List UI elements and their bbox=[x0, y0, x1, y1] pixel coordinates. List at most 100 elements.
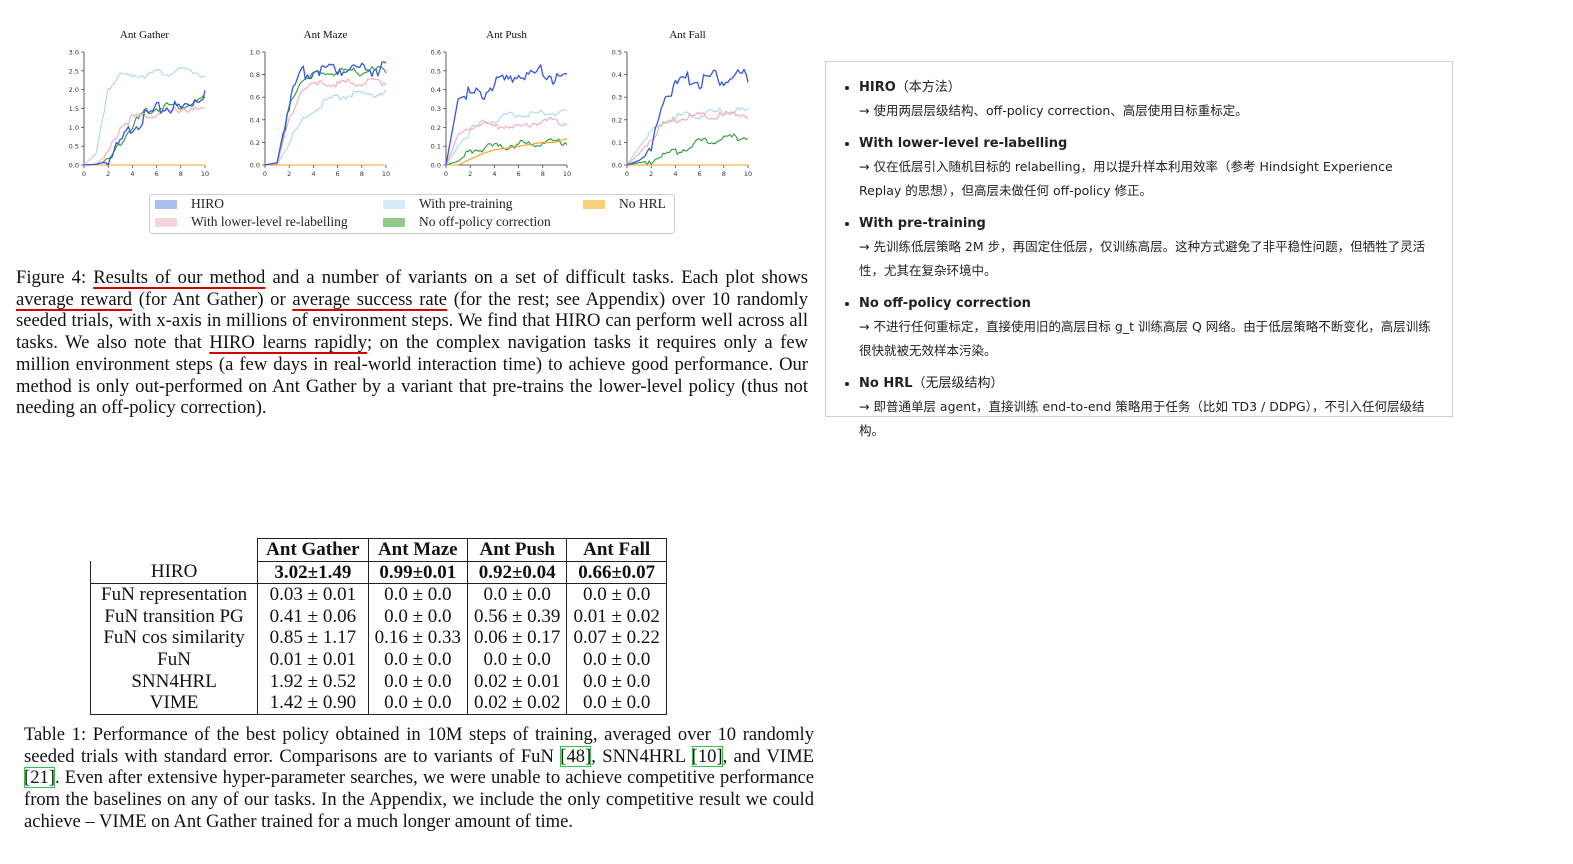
x-tick-label: 4 bbox=[130, 170, 134, 178]
series-line bbox=[83, 90, 206, 166]
series-line bbox=[264, 78, 387, 166]
table-caption: Table 1: Performance of the best policy … bbox=[24, 724, 814, 833]
series-line bbox=[265, 89, 387, 166]
variant-notes-list: HIRO（本方法） → 使用两层层级结构、off-policy correctio… bbox=[826, 62, 1452, 443]
note-item-pre-training: With pre-training → 先训练低层策略 2M 步，再固定住低层，仅… bbox=[859, 212, 1438, 283]
legend-swatch bbox=[155, 217, 177, 227]
x-tick-label: 10 bbox=[744, 170, 752, 178]
citation-link[interactable]: [48] bbox=[560, 745, 592, 767]
x-tick-label: 10 bbox=[563, 170, 571, 178]
table-cell: 0.0 ± 0.0 bbox=[566, 648, 667, 671]
series-line bbox=[83, 106, 206, 166]
table-row: SNN4HRL 1.92 ± 0.52 0.0 ± 0.0 0.02 ± 0.0… bbox=[89, 670, 667, 693]
table-header-row: Ant Gather Ant Maze Ant Push Ant Fall bbox=[91, 538, 667, 562]
note-desc: → 仅在低层引入随机目标的 relabelling，用以提升样本利用效率（参考 … bbox=[859, 159, 1393, 198]
note-desc: → 使用两层层级结构、off-policy correction、高层使用目标重… bbox=[859, 103, 1248, 118]
table-cell: 0.85 ± 1.17 bbox=[257, 627, 369, 649]
table-cell: 0.02 ± 0.01 bbox=[466, 670, 567, 693]
note-paren: （无层级结构） bbox=[912, 376, 1004, 391]
x-tick-label: 10 bbox=[382, 170, 390, 178]
legend-item-no-off-policy: No off-policy correction bbox=[383, 214, 551, 230]
chart-title: Ant Push bbox=[486, 29, 527, 41]
series-line bbox=[445, 109, 568, 166]
series-line bbox=[83, 66, 206, 166]
table-cell: 0.0 ± 0.0 bbox=[367, 692, 468, 715]
y-tick-label: 0.5 bbox=[431, 67, 441, 75]
x-tick-label: 2 bbox=[287, 170, 291, 178]
x-tick-label: 6 bbox=[517, 170, 521, 178]
x-tick-label: 8 bbox=[722, 170, 726, 178]
table-cell: 0.03 ± 0.01 bbox=[257, 583, 369, 606]
y-tick-label: 0.6 bbox=[250, 94, 260, 102]
table-cell: 0.07 ± 0.22 bbox=[566, 627, 667, 649]
table-cell: 0.16 ± 0.33 bbox=[367, 627, 468, 649]
table-cell: 0.0 ± 0.0 bbox=[367, 648, 468, 671]
table-cell: 0.66±0.07 bbox=[566, 561, 667, 585]
y-tick-label: 0.0 bbox=[612, 162, 622, 170]
series-line bbox=[445, 64, 568, 166]
x-tick-label: 8 bbox=[179, 170, 183, 178]
y-tick-label: 0.0 bbox=[69, 162, 79, 170]
legend-swatch bbox=[155, 199, 177, 209]
column-header: Ant Gather bbox=[257, 538, 369, 562]
legend-item-hiro: HIRO bbox=[155, 196, 224, 212]
note-desc: → 先训练低层策略 2M 步，再固定住低层，仅训练高层。这种方式避免了非平稳性问… bbox=[859, 239, 1426, 278]
y-tick-label: 0.0 bbox=[250, 162, 260, 170]
table-cell: 0.41 ± 0.06 bbox=[257, 605, 369, 628]
y-tick-label: 0.5 bbox=[612, 49, 622, 57]
note-item-relabelling: With lower-level re-labelling → 仅在低层引入随机目… bbox=[859, 132, 1438, 203]
caption-text-3: (for the rest; see Appendix) over 10 ran… bbox=[16, 288, 808, 354]
x-tick-label: 2 bbox=[106, 170, 110, 178]
y-tick-label: 0.5 bbox=[69, 143, 79, 151]
table-row: FuN representation 0.03 ± 0.01 0.0 ± 0.0… bbox=[89, 583, 667, 606]
x-tick-label: 6 bbox=[336, 170, 340, 178]
x-tick-label: 2 bbox=[649, 170, 653, 178]
table-cell: 1.92 ± 0.52 bbox=[257, 670, 369, 693]
table-caption-text-3: , and VIME bbox=[722, 745, 815, 767]
y-tick-label: 0.3 bbox=[431, 105, 441, 113]
y-tick-label: 0.8 bbox=[250, 71, 260, 79]
x-tick-label: 0 bbox=[625, 170, 629, 178]
note-title: No HRL bbox=[859, 376, 913, 391]
y-tick-label: 2.5 bbox=[69, 67, 79, 75]
row-header: FuN transition PG bbox=[89, 605, 258, 628]
caption-text-2: (for Ant Gather) or bbox=[132, 288, 293, 310]
table-row: HIRO 3.02±1.49 0.99±0.01 0.92±0.04 0.66±… bbox=[89, 561, 667, 585]
caption-underline-1: Results of our method bbox=[93, 267, 266, 288]
x-tick-label: 8 bbox=[360, 170, 364, 178]
note-paren: （本方法） bbox=[895, 80, 961, 95]
table-row: FuN cos similarity 0.85 ± 1.17 0.16 ± 0.… bbox=[89, 627, 667, 649]
table-cell: 0.99±0.01 bbox=[367, 561, 468, 585]
caption-lead: Figure 4: bbox=[16, 267, 94, 288]
table-cell: 0.01 ± 0.01 bbox=[257, 648, 369, 671]
x-tick-label: 6 bbox=[698, 170, 702, 178]
y-tick-label: 1.0 bbox=[69, 124, 79, 132]
results-figure: Ant Gather 0.0 0.5 1.0 1.5 2.0 2.5 3.0 0 2 4 6 8 10 An… bbox=[69, 29, 752, 178]
note-title: No off-policy correction bbox=[859, 296, 1031, 311]
x-tick-label: 0 bbox=[444, 170, 448, 178]
citation-link[interactable]: [21] bbox=[24, 767, 55, 789]
figure-caption: Figure 4: Results of our method and a nu… bbox=[16, 267, 808, 419]
y-tick-label: 2.0 bbox=[69, 86, 79, 94]
column-header: Ant Fall bbox=[566, 538, 667, 562]
table-cell: 0.0 ± 0.0 bbox=[466, 648, 567, 671]
y-tick-label: 3.0 bbox=[69, 49, 79, 57]
table-caption-text-2: , SNN4HRL bbox=[591, 745, 692, 767]
x-tick-label: 0 bbox=[82, 170, 86, 178]
note-item-no-off-policy: No off-policy correction → 不进行任何重标定，直接使用旧… bbox=[859, 292, 1438, 363]
legend-item-no-hrl: No HRL bbox=[583, 196, 666, 212]
citation-link[interactable]: [10] bbox=[691, 745, 723, 767]
caption-underline-2: average reward bbox=[16, 288, 133, 310]
y-tick-label: 0.4 bbox=[250, 116, 260, 124]
column-header: Ant Maze bbox=[367, 538, 468, 562]
table-cell: 0.0 ± 0.0 bbox=[367, 583, 468, 606]
series-line bbox=[626, 110, 749, 166]
table-row: VIME 1.42 ± 0.90 0.0 ± 0.0 0.02 ± 0.02 0… bbox=[89, 692, 667, 715]
column-header: Ant Push bbox=[466, 538, 567, 562]
x-tick-label: 8 bbox=[541, 170, 545, 178]
series-line bbox=[626, 68, 749, 166]
x-tick-label: 4 bbox=[492, 170, 496, 178]
table-caption-text-4: . Even after extensive hyper-parameter s… bbox=[24, 767, 814, 832]
figure-legend: HIRO With pre-training No HRL With lower… bbox=[149, 194, 675, 234]
x-tick-label: 0 bbox=[263, 170, 267, 178]
